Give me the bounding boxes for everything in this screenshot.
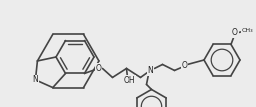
Text: N: N: [33, 75, 38, 84]
Text: N: N: [148, 66, 153, 75]
Text: O: O: [232, 28, 238, 37]
Text: CH₃: CH₃: [241, 28, 253, 33]
Text: OH: OH: [124, 76, 135, 85]
Text: O: O: [182, 61, 187, 70]
Text: O: O: [95, 64, 101, 73]
